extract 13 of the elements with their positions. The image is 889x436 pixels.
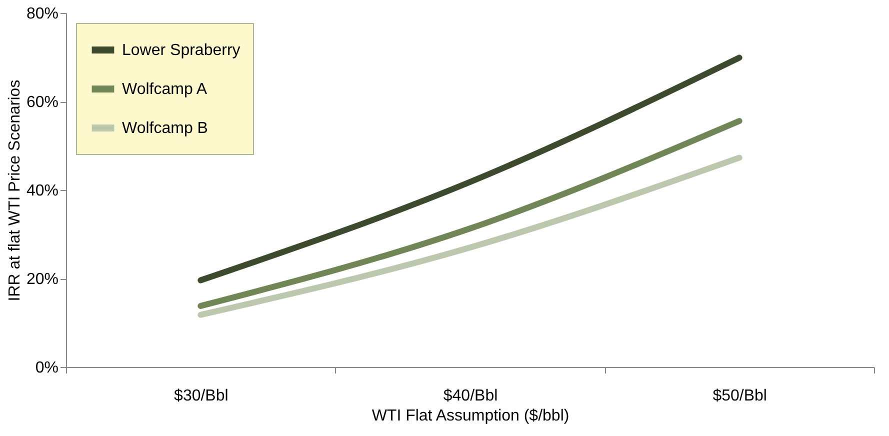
y-tick-label: 60%: [26, 94, 58, 111]
y-tick-label: 80%: [26, 6, 58, 22]
y-axis-title: IRR at flat WTI Price Scenarios: [6, 80, 24, 302]
y-tick-label: 20%: [26, 271, 58, 288]
legend-label: Wolfcamp A: [122, 81, 208, 98]
y-tick-label: 0%: [35, 360, 58, 376]
legend-label: Lower Spraberry: [122, 42, 240, 59]
x-tick-label: $40/Bbl: [443, 388, 498, 404]
x-axis-title: WTI Flat Assumption ($/bbl): [372, 408, 570, 424]
x-tick-label: $50/Bbl: [712, 388, 767, 404]
legend-label: Wolfcamp B: [122, 120, 208, 137]
y-tick-label: 40%: [26, 182, 58, 200]
x-tick-label: $30/Bbl: [174, 388, 228, 404]
